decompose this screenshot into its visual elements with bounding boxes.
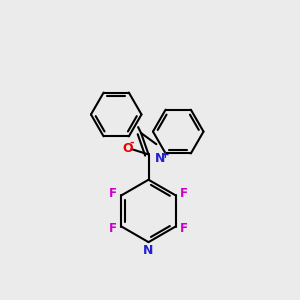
Text: F: F [109,221,117,235]
Text: +: + [161,150,170,160]
Text: O: O [122,142,133,155]
Text: F: F [180,187,188,200]
Text: F: F [180,221,188,235]
Text: N: N [143,244,154,256]
Text: F: F [109,187,117,200]
Text: N: N [155,152,165,164]
Text: -: - [129,138,134,148]
